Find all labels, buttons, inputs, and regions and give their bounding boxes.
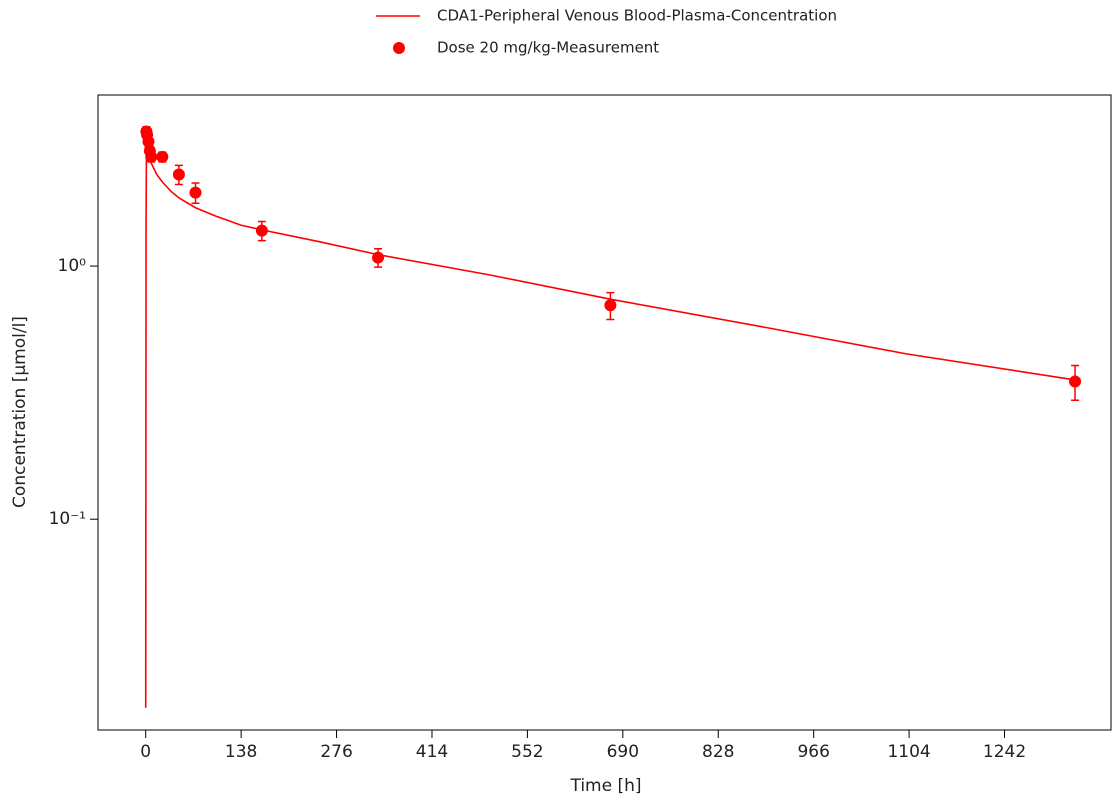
x-tick-label: 552 xyxy=(511,742,543,762)
x-tick-label: 276 xyxy=(320,742,352,762)
plot-frame xyxy=(97,94,1112,731)
legend: CDA1-Peripheral Venous Blood-Plasma-Conc… xyxy=(376,7,837,57)
data-point xyxy=(189,186,202,199)
x-tick-label: 1242 xyxy=(983,742,1026,762)
x-tick-label: 138 xyxy=(225,742,257,762)
x-tick-label: 1104 xyxy=(887,742,930,762)
data-point xyxy=(255,224,268,237)
legend-label: Dose 20 mg/kg-Measurement xyxy=(437,39,659,57)
data-point xyxy=(604,299,617,312)
y-tick-label: 10⁰ xyxy=(58,256,87,276)
y-axis-label: Concentration [µmol/l] xyxy=(10,316,30,508)
x-tick-label: 0 xyxy=(140,742,151,762)
legend-swatch xyxy=(393,42,405,54)
data-point xyxy=(1069,375,1082,388)
data-point xyxy=(372,251,385,264)
y-tick-label: 10⁻¹ xyxy=(49,509,86,529)
data-point xyxy=(145,150,158,163)
x-tick-label: 828 xyxy=(702,742,734,762)
x-tick-label: 966 xyxy=(797,742,829,762)
data-point xyxy=(156,150,169,163)
data-point xyxy=(142,135,155,148)
series-line xyxy=(144,148,1076,708)
x-tick-label: 414 xyxy=(416,742,448,762)
x-axis-label: Time [h] xyxy=(569,776,641,796)
data-point xyxy=(172,168,185,181)
x-tick-label: 690 xyxy=(607,742,639,762)
legend-label: CDA1-Peripheral Venous Blood-Plasma-Conc… xyxy=(437,7,837,25)
